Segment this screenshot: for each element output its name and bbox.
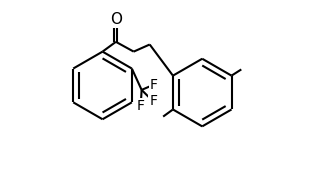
Text: F: F bbox=[137, 99, 145, 113]
Text: F: F bbox=[150, 78, 158, 91]
Text: F: F bbox=[149, 95, 157, 108]
Text: O: O bbox=[110, 12, 122, 27]
